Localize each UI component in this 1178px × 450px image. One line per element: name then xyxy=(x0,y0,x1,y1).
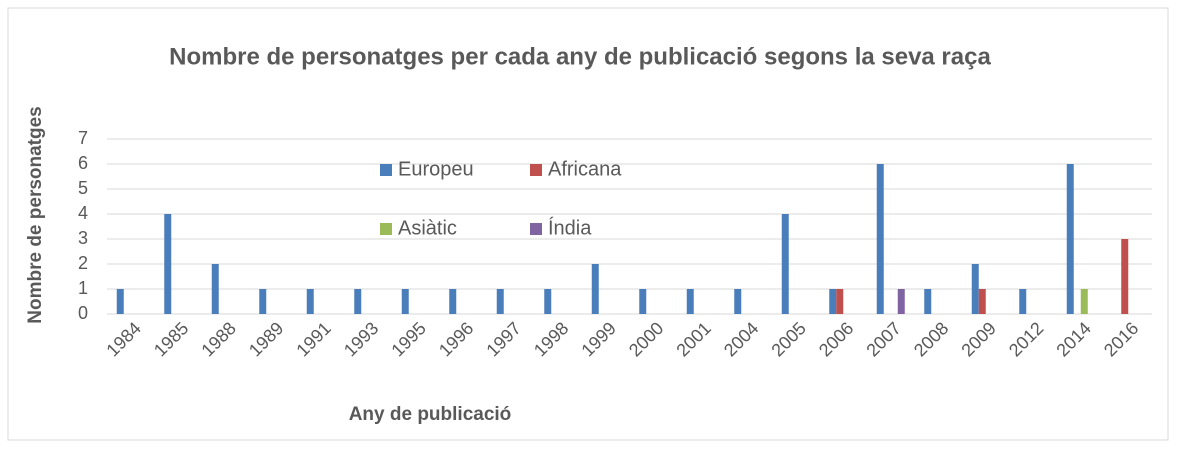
bar xyxy=(306,289,314,314)
bar xyxy=(686,289,694,314)
bar xyxy=(924,289,932,314)
legend-label: Europeu xyxy=(398,158,474,180)
bar xyxy=(971,264,979,314)
bar xyxy=(259,289,267,314)
bar xyxy=(401,289,409,314)
legend-label: Asiàtic xyxy=(398,217,457,239)
bar xyxy=(897,289,905,314)
y-tick-label: 6 xyxy=(78,153,88,173)
y-tick-label: 5 xyxy=(78,178,88,198)
bar xyxy=(354,289,362,314)
bar xyxy=(164,214,172,314)
bar xyxy=(734,289,742,314)
y-tick-label: 3 xyxy=(78,228,88,248)
legend-swatch xyxy=(530,164,542,176)
y-tick-label: 1 xyxy=(78,278,88,298)
bar xyxy=(781,214,789,314)
legend-label: Índia xyxy=(548,216,592,239)
x-axis-title: Any de publicació xyxy=(349,404,512,425)
legend-swatch xyxy=(380,164,392,176)
legend-swatch xyxy=(530,223,542,235)
bar xyxy=(449,289,457,314)
bar xyxy=(1080,289,1088,314)
chart-title: Nombre de personatges per cada any de pu… xyxy=(169,43,991,70)
bar xyxy=(1121,239,1129,314)
bar xyxy=(639,289,647,314)
bar xyxy=(116,289,124,314)
y-tick-label: 4 xyxy=(78,203,88,223)
bar xyxy=(1066,164,1074,314)
y-axis-title: Nombre de personatges xyxy=(25,106,46,324)
bar xyxy=(544,289,552,314)
y-tick-label: 2 xyxy=(78,253,88,273)
bar xyxy=(1019,289,1027,314)
y-tick-label: 7 xyxy=(78,128,88,148)
bar xyxy=(876,164,884,314)
bar xyxy=(978,289,986,314)
legend-swatch xyxy=(380,223,392,235)
y-tick-label: 0 xyxy=(78,303,88,323)
bar xyxy=(496,289,504,314)
legend-label: Africana xyxy=(548,158,622,180)
bar xyxy=(829,289,837,314)
chart-border xyxy=(7,7,1169,441)
bar xyxy=(211,264,219,314)
bar xyxy=(836,289,844,314)
bar xyxy=(591,264,599,314)
